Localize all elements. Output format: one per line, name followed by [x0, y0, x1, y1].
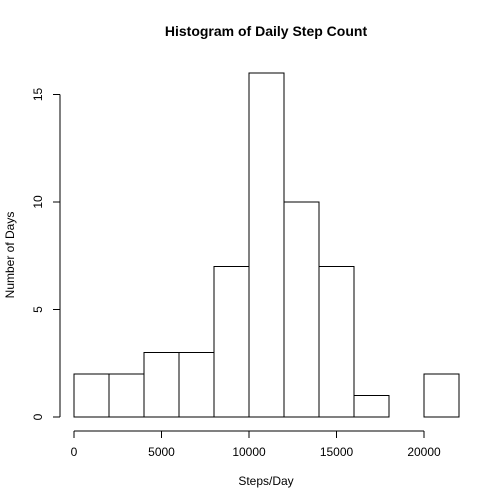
x-axis: 0 5000 10000 15000 20000 [71, 430, 441, 459]
x-tick-label: 0 [71, 445, 78, 459]
histogram-bar [143, 352, 180, 418]
histogram-bar [353, 395, 390, 418]
y-tick-label: 15 [31, 88, 45, 102]
histogram-bar [318, 266, 355, 418]
x-axis-label: Steps/Day [238, 474, 293, 488]
y-tick-label: 0 [31, 413, 45, 420]
histogram-bar [108, 373, 145, 418]
y-axis: 0 5 10 15 [31, 88, 61, 420]
histogram-bar [248, 72, 285, 418]
histogram-bar [423, 373, 460, 418]
histogram-bar [283, 201, 320, 418]
y-tick-label: 5 [31, 306, 45, 313]
x-tick-label: 5000 [148, 445, 175, 459]
x-tick-label: 20000 [407, 445, 441, 459]
histogram-bar [213, 266, 250, 418]
histogram-bar [73, 373, 110, 418]
chart-title: Histogram of Daily Step Count [165, 23, 368, 39]
y-axis-label: Number of Days [3, 212, 17, 299]
x-tick-label: 10000 [232, 445, 266, 459]
histogram-bar [178, 352, 215, 418]
y-tick-label: 10 [31, 195, 45, 209]
bars-group [73, 72, 460, 418]
x-tick-label: 15000 [320, 445, 354, 459]
